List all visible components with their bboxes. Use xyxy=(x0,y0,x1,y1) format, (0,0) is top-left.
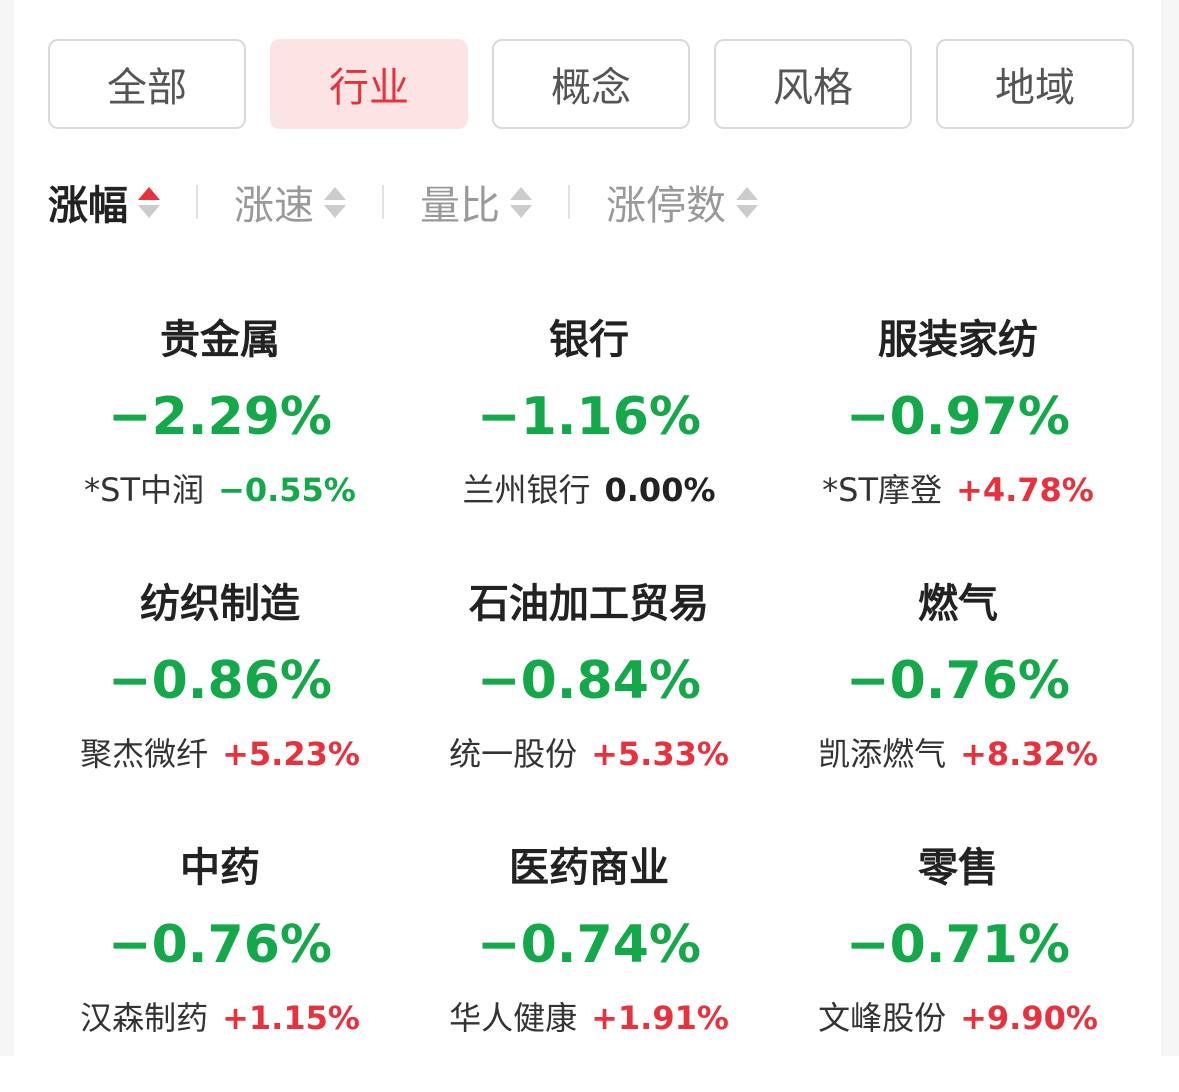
sector-leader: *ST摩登 +4.78% xyxy=(822,470,1094,510)
sector-name: 石油加工贸易 xyxy=(469,581,709,627)
sector-name: 医药商业 xyxy=(509,845,669,891)
sort-by-speed[interactable]: 涨速 xyxy=(234,173,346,231)
leader-stock-name: 统一股份 xyxy=(449,735,578,773)
leader-stock-change: 0.00% xyxy=(604,471,716,509)
sector-change: −0.86% xyxy=(108,651,332,711)
sort-down-icon xyxy=(736,204,758,218)
tab-industry[interactable]: 行业 xyxy=(270,39,468,129)
sort-by-change[interactable]: 涨幅 xyxy=(48,173,160,231)
tab-region[interactable]: 地域 xyxy=(936,39,1134,129)
leader-stock-name: 华人健康 xyxy=(449,999,578,1037)
sector-card[interactable]: 医药商业 −0.74% 华人健康 +1.91% xyxy=(404,828,774,1092)
leader-stock-change: +5.33% xyxy=(591,735,729,773)
leader-stock-name: *ST中润 xyxy=(84,471,205,509)
sector-leader: 华人健康 +1.91% xyxy=(449,998,729,1038)
sector-leader: 凯添燃气 +8.32% xyxy=(818,734,1098,774)
sort-down-icon xyxy=(510,204,532,218)
sector-change: −1.16% xyxy=(477,387,701,447)
leader-stock-name: 文峰股份 xyxy=(818,999,947,1037)
sector-change: −0.74% xyxy=(477,915,701,975)
sector-change: −0.71% xyxy=(846,915,1070,975)
sort-divider xyxy=(382,185,384,219)
sort-divider xyxy=(568,185,570,219)
leader-stock-change: +4.78% xyxy=(956,471,1094,509)
sector-name: 银行 xyxy=(549,317,629,363)
sort-arrows-icon xyxy=(510,186,532,218)
leader-stock-name: 凯添燃气 xyxy=(818,735,947,773)
sector-change: −0.97% xyxy=(846,387,1070,447)
tab-style[interactable]: 风格 xyxy=(714,39,912,129)
leader-stock-name: 兰州银行 xyxy=(462,471,591,509)
sector-card[interactable]: 中药 −0.76% 汉森制药 +1.15% xyxy=(36,828,404,1092)
sort-up-icon xyxy=(324,186,346,200)
sector-leader: 文峰股份 +9.90% xyxy=(818,998,1098,1038)
sector-change: −2.29% xyxy=(108,387,332,447)
sort-by-volume-ratio-label: 量比 xyxy=(420,183,500,229)
sort-up-icon xyxy=(736,186,758,200)
sort-by-change-label: 涨幅 xyxy=(48,183,128,229)
sector-card[interactable]: 贵金属 −2.29% *ST中润 −0.55% xyxy=(36,300,404,564)
leader-stock-name: *ST摩登 xyxy=(822,471,943,509)
sort-by-limit-up-count[interactable]: 涨停数 xyxy=(606,173,758,231)
leader-stock-change: −0.55% xyxy=(218,471,356,509)
leader-stock-change: +9.90% xyxy=(960,999,1098,1037)
sector-card[interactable]: 零售 −0.71% 文峰股份 +9.90% xyxy=(774,828,1142,1092)
sector-name: 贵金属 xyxy=(160,317,280,363)
sort-up-icon xyxy=(138,186,160,200)
sort-divider xyxy=(196,185,198,219)
sector-leader: 汉森制药 +1.15% xyxy=(80,998,360,1038)
sector-card[interactable]: 服装家纺 −0.97% *ST摩登 +4.78% xyxy=(774,300,1142,564)
leader-stock-change: +5.23% xyxy=(222,735,360,773)
sort-by-limit-up-count-label: 涨停数 xyxy=(606,183,726,229)
sector-card[interactable]: 银行 −1.16% 兰州银行 0.00% xyxy=(404,300,774,564)
sector-card[interactable]: 石油加工贸易 −0.84% 统一股份 +5.33% xyxy=(404,564,774,828)
sector-leader: 统一股份 +5.33% xyxy=(449,734,729,774)
sort-bar: 涨幅 涨速 量比 涨停数 xyxy=(48,172,758,232)
sector-name: 纺织制造 xyxy=(140,581,300,627)
sort-arrows-icon xyxy=(324,186,346,218)
leader-stock-change: +1.91% xyxy=(591,999,729,1037)
sector-leader: 兰州银行 0.00% xyxy=(462,470,715,510)
sector-card[interactable]: 纺织制造 −0.86% 聚杰微纤 +5.23% xyxy=(36,564,404,828)
sector-leader: 聚杰微纤 +5.23% xyxy=(80,734,360,774)
sort-by-speed-label: 涨速 xyxy=(234,183,314,229)
sector-ranking-page: 全部 行业 概念 风格 地域 涨幅 涨速 量比 xyxy=(0,0,1179,1056)
sector-name: 燃气 xyxy=(918,581,998,627)
leader-stock-name: 汉森制药 xyxy=(80,999,209,1037)
sort-down-icon xyxy=(138,204,160,218)
sector-change: −0.76% xyxy=(108,915,332,975)
sort-down-icon xyxy=(324,204,346,218)
sort-up-icon xyxy=(510,186,532,200)
sector-grid: 贵金属 −2.29% *ST中润 −0.55% 银行 −1.16% 兰州银行 0… xyxy=(36,300,1146,1092)
leader-stock-change: +8.32% xyxy=(960,735,1098,773)
sector-name: 零售 xyxy=(918,845,998,891)
sector-name: 服装家纺 xyxy=(878,317,1038,363)
sort-arrows-icon xyxy=(736,186,758,218)
leader-stock-name: 聚杰微纤 xyxy=(80,735,209,773)
sector-leader: *ST中润 −0.55% xyxy=(84,470,356,510)
leader-stock-change: +1.15% xyxy=(222,999,360,1037)
sector-change: −0.76% xyxy=(846,651,1070,711)
sector-name: 中药 xyxy=(180,845,260,891)
right-edge xyxy=(1161,0,1179,1056)
tab-concept[interactable]: 概念 xyxy=(492,39,690,129)
sort-by-volume-ratio[interactable]: 量比 xyxy=(420,173,532,231)
category-tabs: 全部 行业 概念 风格 地域 xyxy=(48,39,1134,129)
tab-all[interactable]: 全部 xyxy=(48,39,246,129)
sector-card[interactable]: 燃气 −0.76% 凯添燃气 +8.32% xyxy=(774,564,1142,828)
left-edge xyxy=(0,0,14,1056)
sector-change: −0.84% xyxy=(477,651,701,711)
sort-arrows-icon xyxy=(138,186,160,218)
